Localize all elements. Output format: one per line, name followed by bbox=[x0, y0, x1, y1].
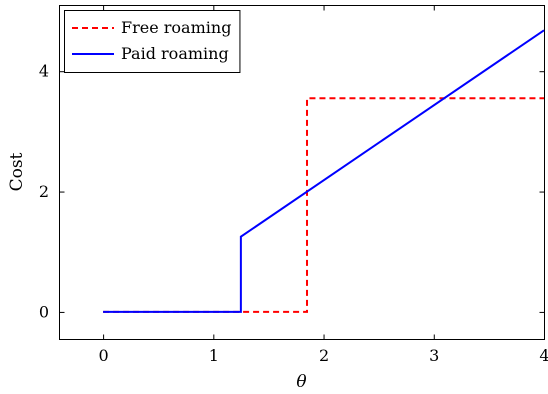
ticks-layer: 0 1 2 3 4 0 2 4 bbox=[39, 5, 548, 365]
series-line-paid-roaming bbox=[103, 29, 545, 313]
legend-label: Paid roaming bbox=[121, 44, 229, 63]
plot-frame bbox=[59, 5, 545, 340]
y-tick-label: 2 bbox=[39, 182, 49, 201]
legend-label: Free roaming bbox=[121, 18, 231, 37]
x-tick-label: 0 bbox=[98, 346, 108, 365]
legend-entries: Free roaming Paid roaming bbox=[72, 18, 231, 63]
series-line-free-roaming bbox=[103, 97, 544, 313]
y-axis-label: Cost bbox=[7, 152, 27, 191]
x-tick-label: 1 bbox=[209, 346, 219, 365]
series-layer bbox=[103, 29, 545, 313]
x-axis-label: θ bbox=[296, 372, 306, 392]
y-tick-label: 0 bbox=[39, 302, 49, 321]
y-tick-label: 4 bbox=[39, 62, 49, 81]
x-tick-label: 3 bbox=[429, 346, 439, 365]
x-tick-label: 4 bbox=[539, 346, 548, 365]
legend: Free roaming Paid roaming bbox=[64, 10, 241, 73]
legend-box bbox=[64, 10, 241, 73]
plot-area: 0 1 2 3 4 0 2 4 bbox=[39, 5, 548, 365]
x-tick-label: 2 bbox=[319, 346, 329, 365]
